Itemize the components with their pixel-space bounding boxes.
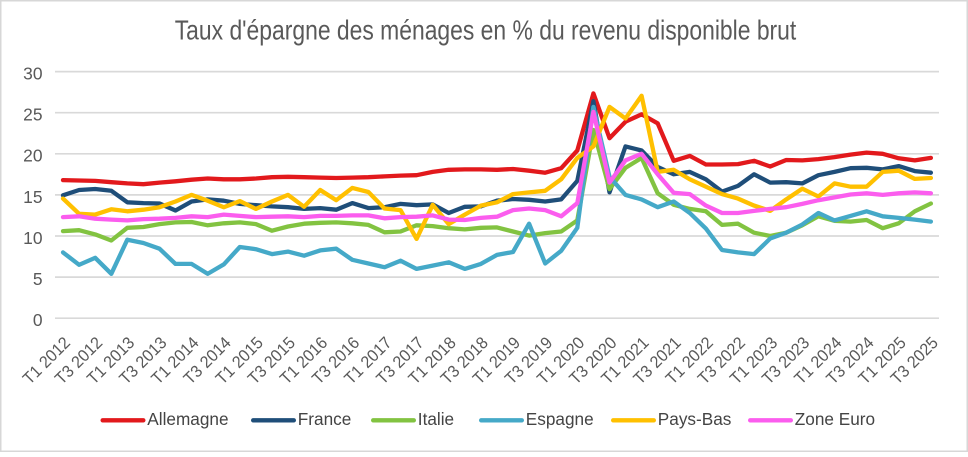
svg-text:5: 5 [33, 269, 43, 289]
svg-text:15: 15 [23, 187, 42, 207]
svg-text:20: 20 [23, 146, 42, 166]
svg-text:Allemagne: Allemagne [147, 409, 228, 429]
svg-text:Pays-Bas: Pays-Bas [658, 409, 732, 429]
svg-text:10: 10 [23, 228, 42, 248]
svg-text:Zone Euro: Zone Euro [795, 409, 875, 429]
svg-text:France: France [298, 409, 352, 429]
svg-text:25: 25 [23, 105, 42, 125]
svg-text:Italie: Italie [418, 409, 454, 429]
svg-text:0: 0 [33, 310, 43, 330]
svg-text:Taux d'épargne des ménages en: Taux d'épargne des ménages en % du reven… [175, 15, 797, 46]
svg-text:30: 30 [23, 64, 42, 84]
svg-text:Espagne: Espagne [526, 409, 594, 429]
